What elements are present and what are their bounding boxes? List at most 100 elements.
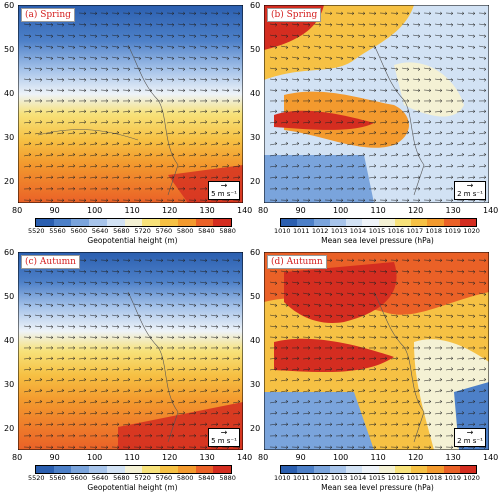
wind-arrow [346,445,355,450]
wind-arrow [313,325,322,329]
wind-arrow [280,198,289,203]
wind-arrow [23,346,32,350]
wind-arrow [199,78,208,82]
wind-arrow [379,120,388,124]
wind-arrow [23,422,32,426]
colorbar-swatch [89,219,107,226]
wind-arrow [188,411,197,415]
wind-arrow [133,141,142,146]
wind-arrow [166,445,175,450]
colorbar-tick-label: 5560 [49,474,66,482]
wind-arrow [445,109,454,114]
wind-arrow [478,399,487,404]
wind-arrow [155,11,164,16]
geopotential-colorbar-title: Geopotential height (m) [87,236,178,245]
wind-arrow [78,23,87,27]
colorbar-tick-label: 5880 [219,474,236,482]
wind-arrow [302,303,311,308]
wind-arrow [155,325,164,329]
wind-arrow [122,175,131,179]
wind-arrow [390,270,399,274]
wind-arrow [232,270,241,274]
wind-arrow [401,388,410,393]
wind-arrow [346,335,355,340]
wind-arrow [291,367,300,371]
wind-arrow [199,325,208,329]
wind-arrow [467,120,476,124]
wind-arrow [434,164,443,168]
wind-arrow [302,78,311,82]
wind-arrow [166,303,175,308]
wind-arrow [467,175,476,179]
wind-arrow [401,198,410,203]
wind-arrow [445,281,454,285]
wind-arrow [199,335,208,340]
wind-arrow [467,11,476,16]
wind-arrow [34,303,43,308]
wind-arrow [133,99,142,103]
wind-arrow [67,367,76,371]
wind-arrow [122,281,131,285]
wind-arrow [412,281,421,285]
wind-arrow [199,34,208,38]
wind-arrow [379,258,388,263]
wind-arrow [56,292,65,297]
wind-arrow [177,88,186,93]
wind-arrow [232,367,241,371]
wind-arrow [456,303,465,308]
wind-arrow [291,411,300,415]
wind-arrow [232,258,241,263]
wind-arrow [291,445,300,450]
wind-arrow [210,175,219,179]
wind-arrow [357,411,366,415]
wind-arrow [177,292,186,297]
wind-arrow [324,78,333,82]
wind-arrow [232,356,241,361]
wind-arrow [111,99,120,103]
wind-arrow [401,399,410,404]
wind-arrow [456,99,465,103]
wind-arrow [111,11,120,16]
wind-arrow [122,422,131,426]
wind-arrow [467,88,476,93]
wind-arrow [456,422,465,426]
wind-arrow [456,346,465,350]
wind-arrow [89,399,98,404]
wind-arrow [23,399,32,404]
wind-arrow [357,422,366,426]
wind-arrow [133,23,142,27]
wind-arrow [133,187,142,191]
wind-arrow [199,23,208,27]
colorbar-tick-label: 5640 [91,227,109,235]
wind-arrow [144,325,153,329]
wind-arrow [45,303,54,308]
wind-arrow [177,434,186,438]
wind-arrow [313,141,322,146]
wind-arrow [324,67,333,71]
wind-arrow [144,78,153,82]
wind-arrow [467,303,476,308]
wind-arrow [221,325,230,329]
wind-arrow [335,175,344,179]
wind-arrow [423,399,432,404]
wind-arrow [357,152,366,157]
wind-arrow [423,88,432,93]
wind-arrow [412,109,421,114]
wind-arrow [56,367,65,371]
wind-arrow [188,198,197,203]
wind-arrow [155,175,164,179]
wind-arrow [357,78,366,82]
wind-arrow [401,88,410,93]
wind-arrow [269,152,278,157]
wind-arrow [210,411,219,415]
wind-arrow [401,99,410,103]
wind-arrow [89,434,98,438]
wind-arrow [368,346,377,350]
wind-arrow [210,88,219,93]
wind-arrow [434,78,443,82]
wind-arrow [177,34,186,38]
wind-arrow [313,399,322,404]
wind-arrow [379,399,388,404]
wind-arrow [313,78,322,82]
wind-arrow [199,281,208,285]
